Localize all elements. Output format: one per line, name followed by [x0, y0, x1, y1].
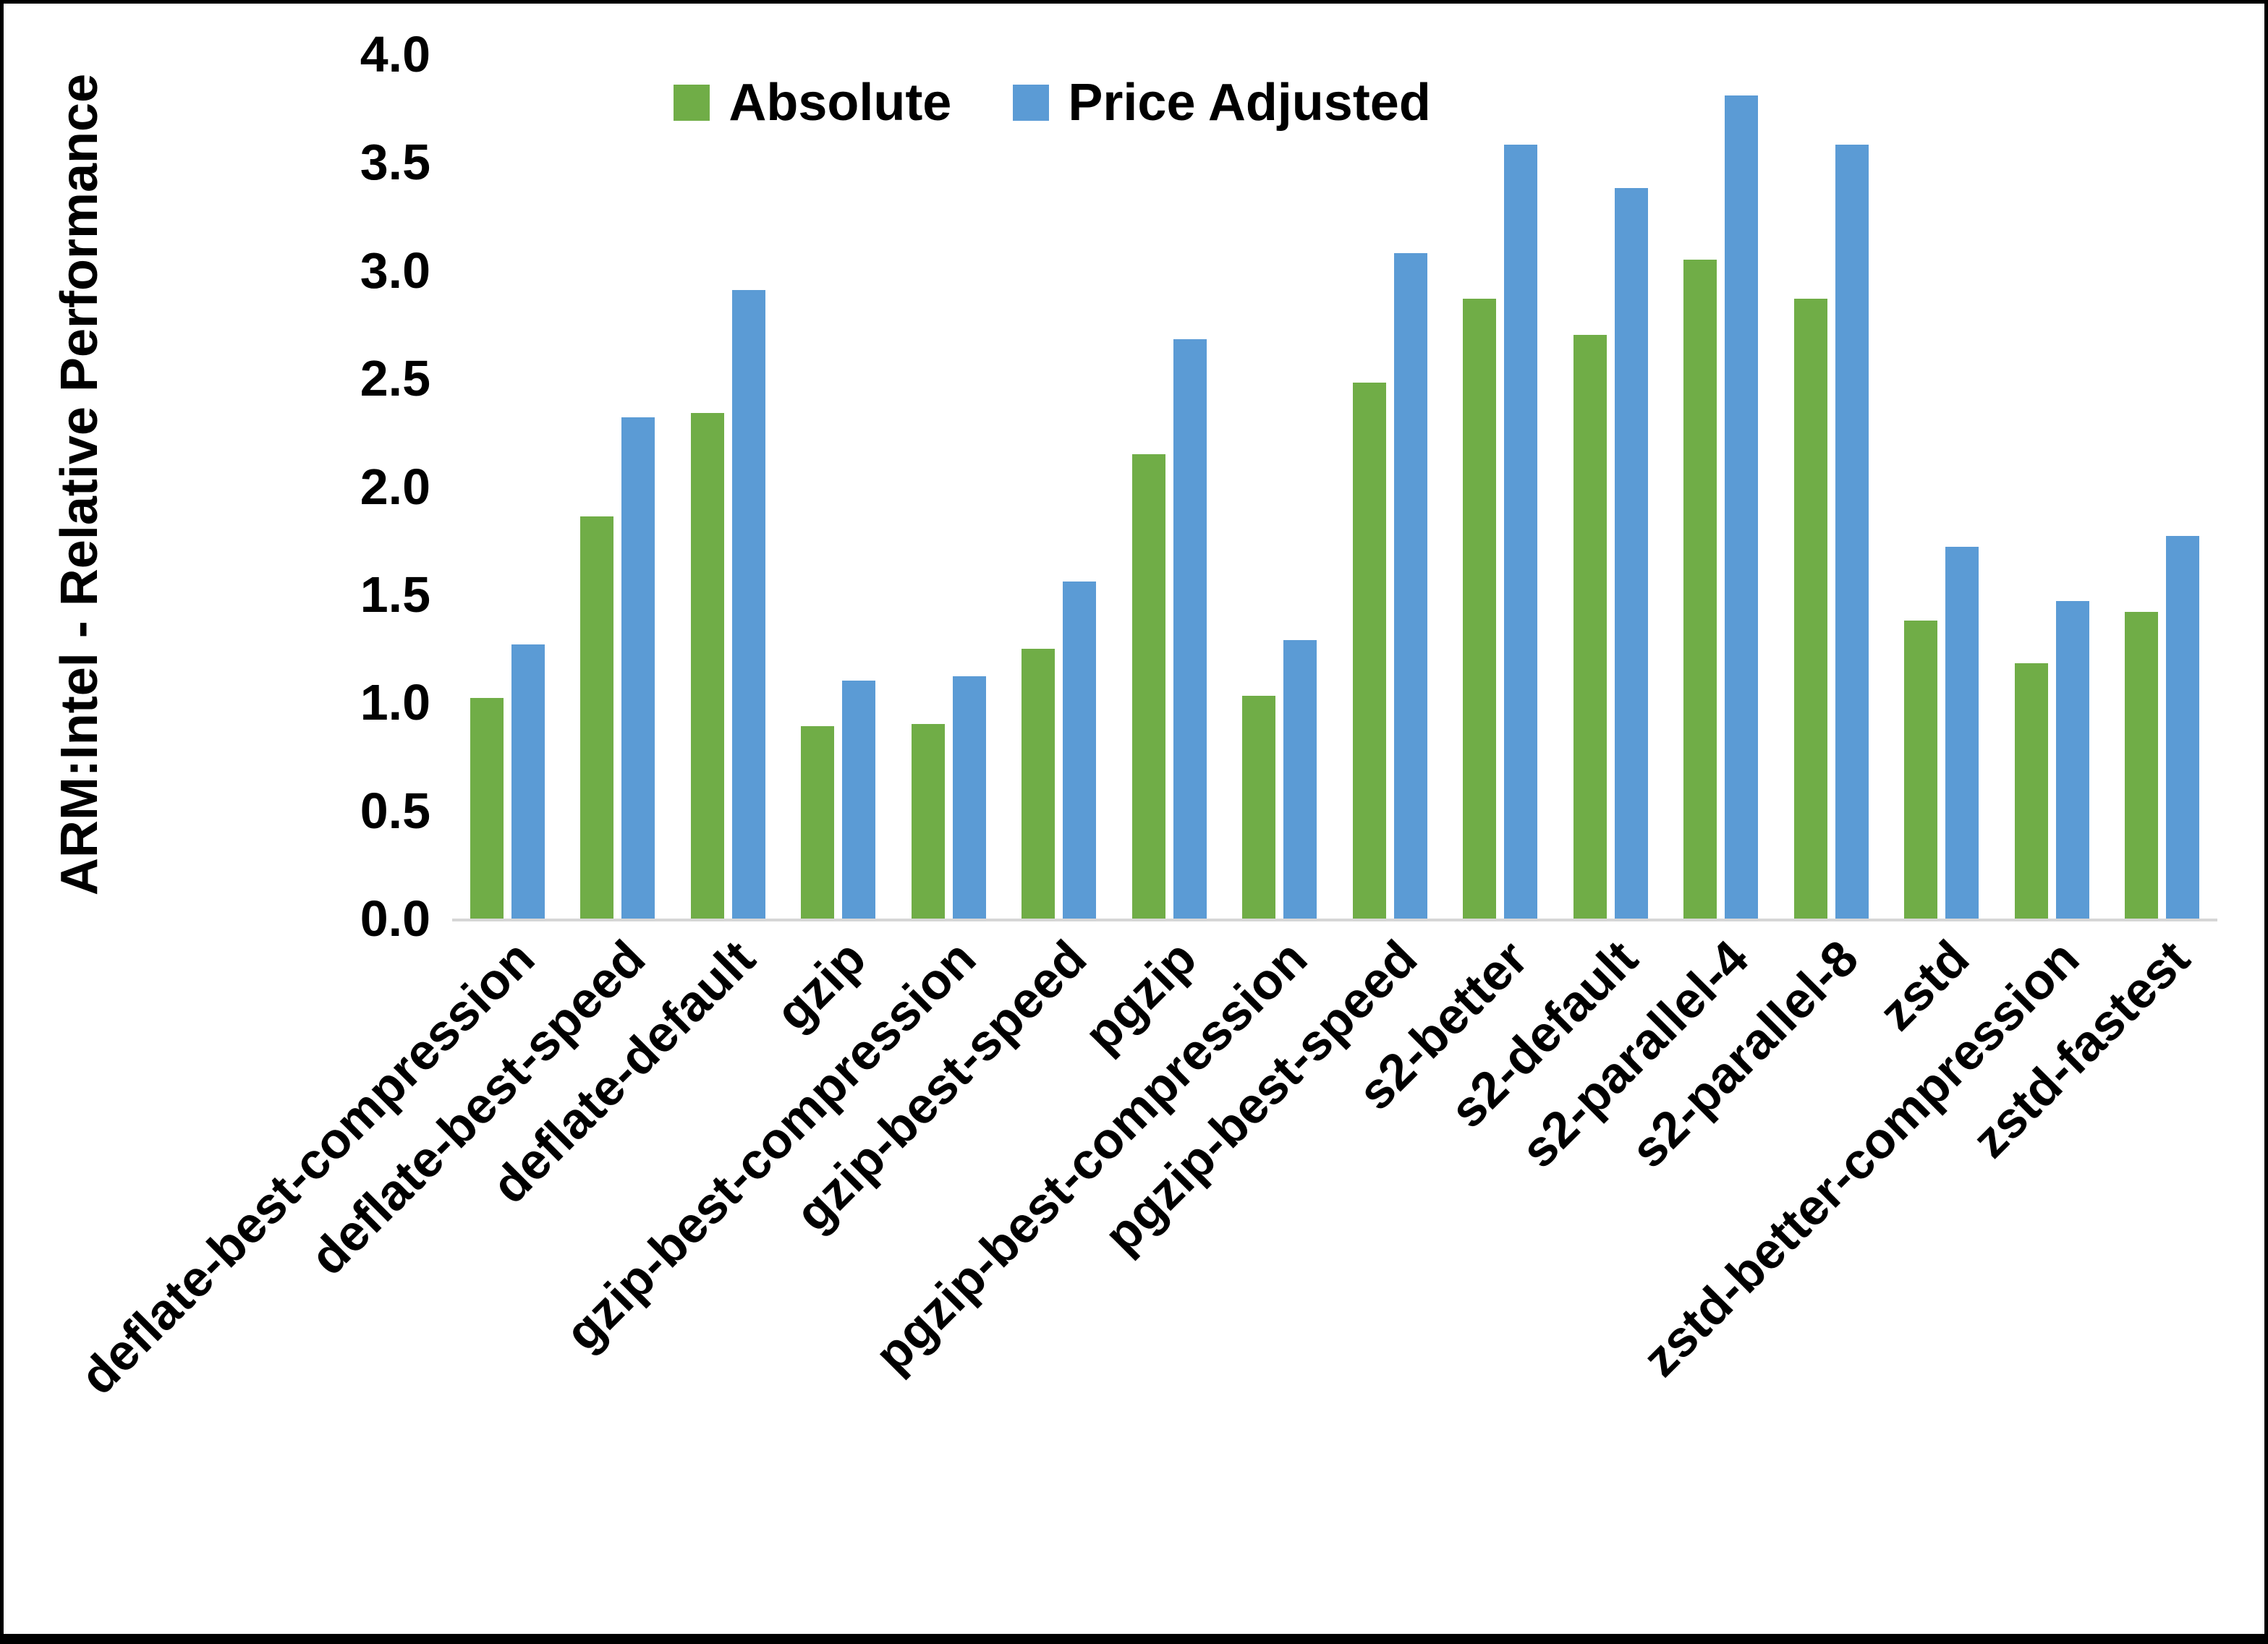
bar-price-adjusted [2166, 536, 2200, 919]
bar-group [1225, 54, 1335, 919]
legend-label: Price Adjusted [1068, 74, 1431, 132]
bar-group [452, 54, 563, 919]
bar-price-adjusted [1945, 547, 1979, 919]
bar-absolute [690, 412, 724, 919]
legend-swatch-price-adjusted [1013, 85, 1050, 121]
bar-group [783, 54, 894, 919]
bar-absolute [470, 698, 504, 919]
bar-price-adjusted [1283, 639, 1317, 919]
legend-item-price-adjusted: Price Adjusted [1013, 73, 1431, 132]
bar-absolute [1683, 259, 1717, 919]
bar-price-adjusted [1614, 188, 1648, 919]
plot-area: 0.0 0.5 1.0 1.5 2.0 2.5 3.0 3.5 4.0 Absolute Pric… [69, 29, 2217, 1405]
bar-group [1997, 54, 2107, 919]
bar-price-adjusted [1063, 581, 1097, 919]
y-tick-label: 0.0 [360, 890, 430, 947]
bar-price-adjusted [1725, 95, 1759, 919]
bar-group [563, 54, 674, 919]
legend-swatch-absolute [674, 85, 710, 121]
bar-price-adjusted [952, 676, 986, 919]
bar-absolute [2014, 663, 2048, 919]
bar-group [1555, 54, 1666, 919]
x-axis-labels: deflate-best-compression deflate-best-spe… [69, 919, 2217, 1634]
bar-price-adjusted [1835, 145, 1869, 919]
bar-group [1666, 54, 1777, 919]
bar-group [673, 54, 783, 919]
bar-group [1114, 54, 1225, 919]
bar-absolute [801, 726, 835, 919]
legend-item-absolute: Absolute [674, 73, 951, 132]
bar-absolute [2125, 611, 2159, 919]
bar-absolute [1904, 620, 1938, 919]
y-tick-label: 2.0 [360, 458, 430, 515]
y-tick-label: 1.0 [360, 674, 430, 731]
y-axis-title: ARM:Intel - Relative Performance [51, 73, 109, 896]
bar-group [1445, 54, 1556, 919]
bar-price-adjusted [511, 644, 545, 919]
y-tick-label: 0.5 [360, 782, 430, 839]
bar-absolute [1131, 453, 1165, 919]
y-tick-label: 1.5 [360, 566, 430, 623]
bar-absolute [1022, 648, 1056, 919]
bar-group [893, 54, 1004, 919]
bar-group [2107, 54, 2218, 919]
bar-price-adjusted [731, 289, 765, 919]
bar-group [1335, 54, 1445, 919]
y-axis-ticks: 0.0 0.5 1.0 1.5 2.0 2.5 3.0 3.5 4.0 [206, 29, 430, 944]
bar-absolute [1463, 298, 1497, 919]
bar-price-adjusted [842, 681, 876, 919]
bar-absolute [1352, 383, 1386, 919]
bar-price-adjusted [1504, 145, 1538, 919]
y-tick-label: 4.0 [360, 26, 430, 82]
bar-price-adjusted [2055, 600, 2089, 919]
bar-group [1887, 54, 1997, 919]
legend-label: Absolute [729, 74, 952, 132]
bar-absolute [911, 724, 945, 919]
bar-price-adjusted [1393, 252, 1427, 919]
bar-absolute [1242, 696, 1276, 919]
y-tick-label: 3.0 [360, 242, 430, 299]
bars [452, 54, 2217, 919]
bar-absolute [1573, 335, 1607, 919]
bar-price-adjusted [621, 417, 655, 919]
legend: Absolute Price Adjusted [452, 73, 1652, 132]
bar-absolute [580, 516, 614, 919]
bar-group [1004, 54, 1115, 919]
bar-absolute [1793, 298, 1827, 919]
bar-price-adjusted [1173, 339, 1207, 919]
bar-group [1776, 54, 1887, 919]
y-tick-label: 3.5 [360, 134, 430, 191]
y-tick-label: 2.5 [360, 350, 430, 407]
